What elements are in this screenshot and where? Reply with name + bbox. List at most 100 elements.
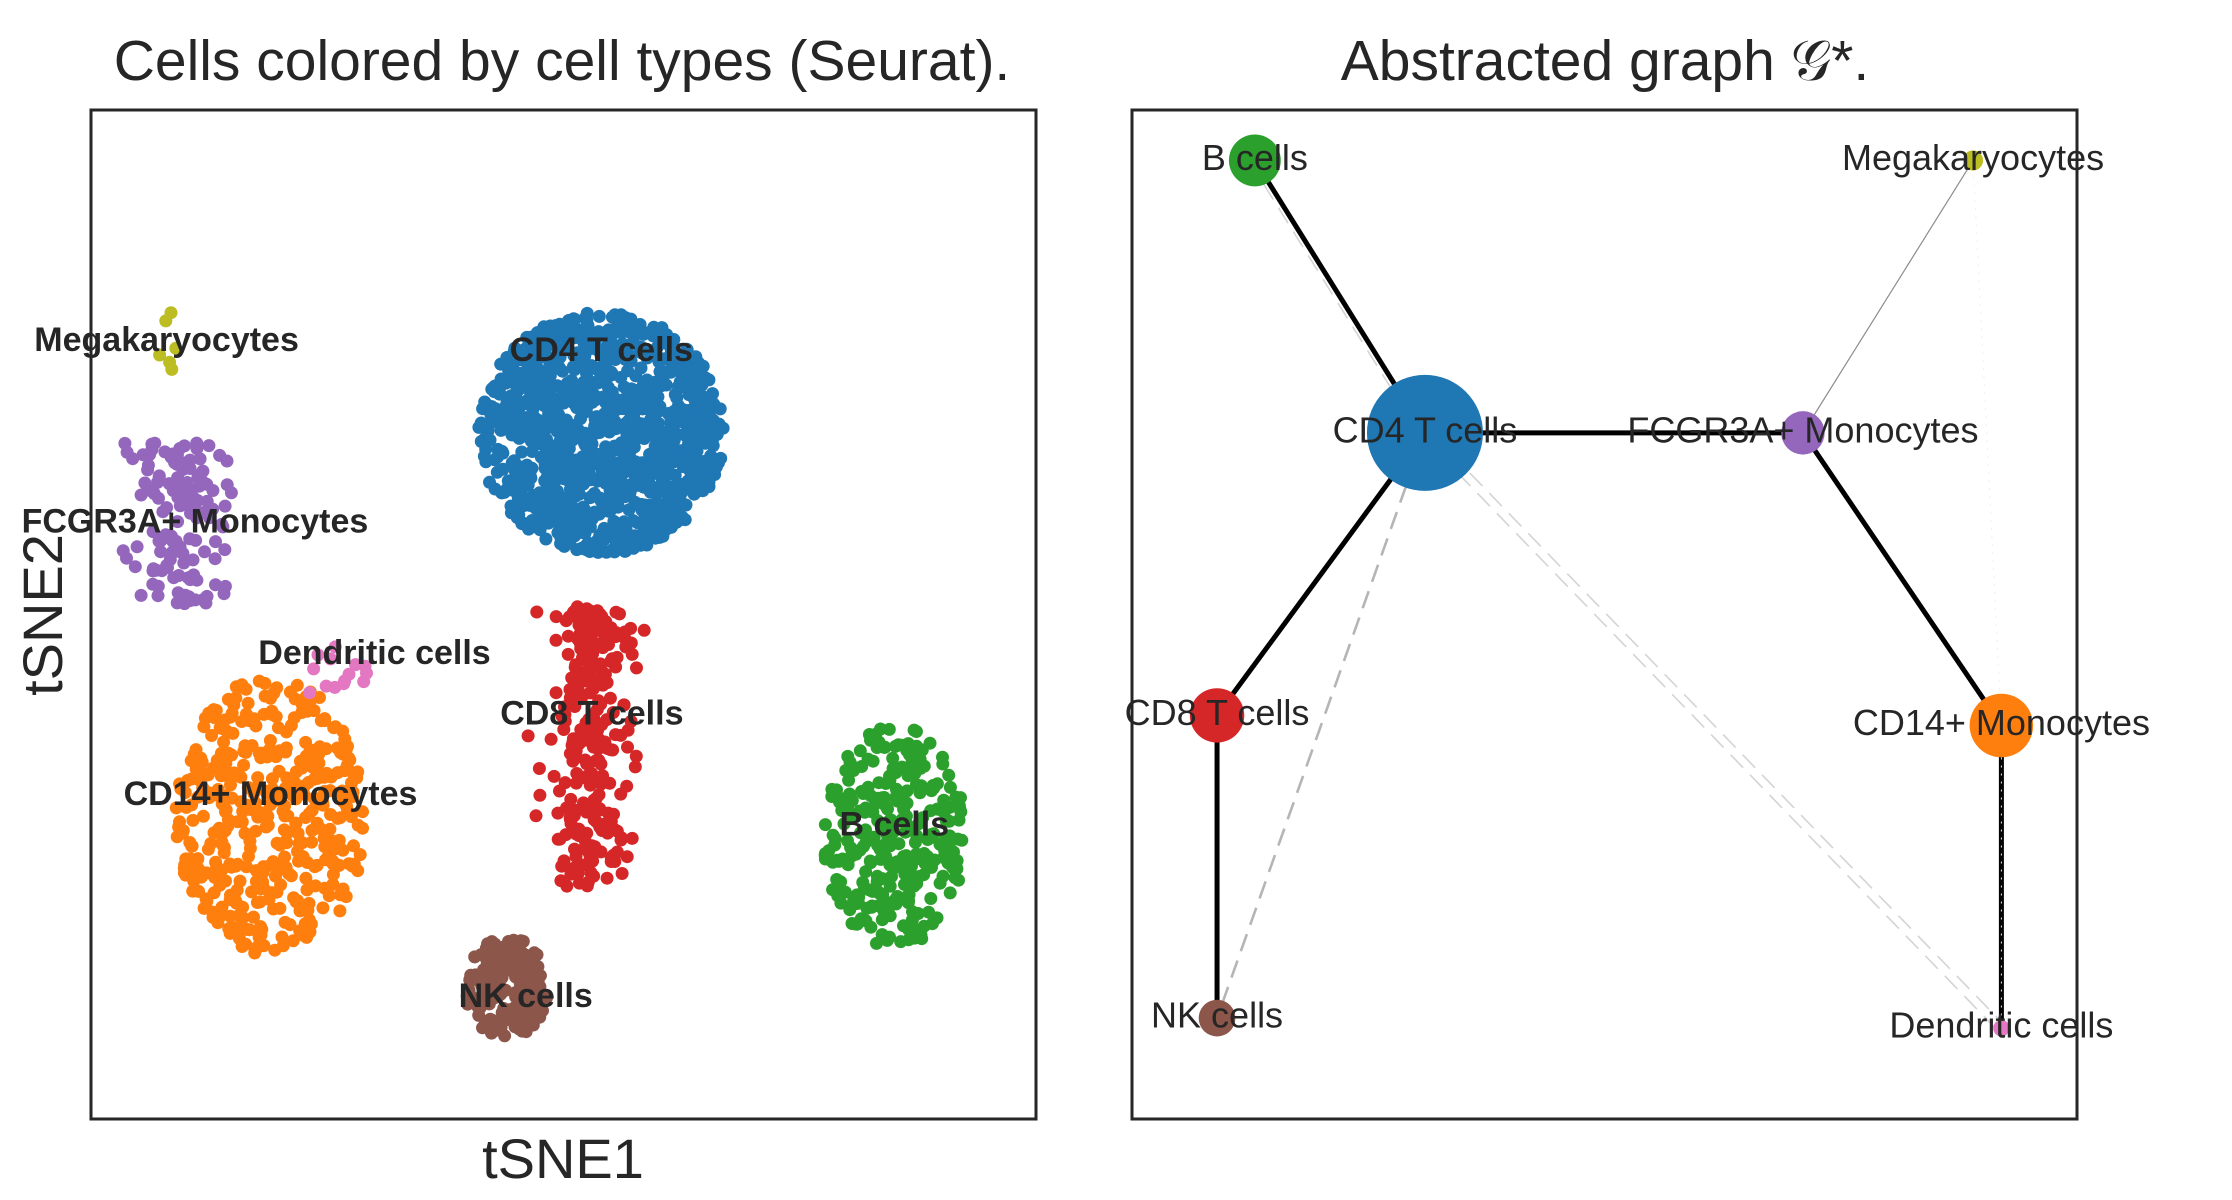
cluster-fcgr3aplus-monocytes: [116, 436, 238, 611]
cell-point: [628, 760, 642, 774]
cell-point: [568, 519, 582, 533]
cell-point: [545, 420, 559, 434]
cell-point: [224, 778, 237, 792]
cell-point: [512, 508, 526, 522]
cell-point: [591, 376, 604, 390]
cell-point: [545, 472, 559, 485]
node-fcgr3aplus-monocytes: [1781, 411, 1825, 455]
cell-point: [567, 463, 581, 477]
cell-point: [625, 424, 639, 438]
cell-point: [952, 873, 965, 887]
cell-point: [490, 412, 504, 426]
cell-point: [181, 571, 195, 585]
cell-point: [590, 410, 604, 424]
cell-point: [180, 591, 194, 605]
cell-point: [545, 462, 559, 476]
cell-point: [244, 801, 258, 815]
cell-point: [583, 651, 597, 665]
cell-point: [279, 725, 293, 739]
cell-point: [558, 714, 572, 728]
cell-point: [276, 804, 290, 818]
cell-point: [597, 533, 611, 547]
cell-point: [236, 911, 250, 925]
cell-point: [159, 314, 173, 328]
cell-point: [608, 532, 621, 546]
cell-point: [303, 925, 317, 939]
cell-point: [169, 801, 183, 815]
cell-point: [172, 820, 186, 834]
cell-point: [609, 660, 623, 674]
cell-point: [716, 421, 730, 435]
cell-point: [143, 448, 157, 462]
cell-point: [346, 790, 360, 803]
cell-point: [886, 762, 900, 775]
cell-point: [540, 324, 554, 338]
graph-plot-frame: [1130, 108, 2079, 1121]
cell-point: [324, 808, 337, 821]
cell-point: [853, 744, 867, 758]
cell-point: [953, 802, 967, 815]
cell-point: [894, 935, 908, 949]
cell-point: [163, 355, 177, 369]
cell-point: [164, 532, 178, 546]
cell-point: [223, 909, 237, 923]
cell-point: [608, 472, 622, 486]
cell-point: [870, 936, 883, 950]
cell-point: [279, 863, 293, 877]
cell-point: [619, 522, 633, 536]
cell-point: [604, 394, 618, 408]
cell-point: [695, 426, 709, 440]
cell-point: [549, 686, 563, 700]
cell-point: [242, 849, 255, 863]
cell-point: [516, 934, 530, 948]
cell-point: [311, 648, 325, 662]
cell-point: [898, 825, 912, 839]
cell-point: [248, 946, 262, 960]
cluster-label-cd14plus-monocytes: CD14+ Monocytes: [124, 775, 418, 813]
cell-point: [578, 828, 592, 842]
cell-point: [599, 357, 613, 371]
cell-point: [160, 501, 174, 515]
cell-point: [347, 839, 360, 853]
cell-point: [854, 912, 868, 926]
cell-point: [183, 852, 197, 866]
cell-point: [580, 306, 594, 320]
cell-point: [594, 614, 608, 628]
cell-point: [686, 363, 700, 377]
cell-point: [549, 610, 563, 624]
cell-point: [864, 789, 878, 803]
cell-point: [478, 395, 492, 409]
cell-point: [318, 714, 332, 728]
cell-point: [640, 326, 654, 340]
cell-point: [222, 922, 236, 936]
cell-point: [515, 488, 529, 502]
cell-point: [665, 492, 679, 506]
edge-fcgr3aplus-monocytes-to-cd14plus-monocytes: [1800, 431, 2004, 727]
cell-point: [541, 335, 555, 349]
cell-point: [553, 784, 566, 798]
cell-point: [515, 445, 529, 459]
cell-point: [652, 404, 665, 418]
cell-point: [851, 895, 865, 909]
cell-point: [908, 873, 922, 887]
cell-point: [270, 885, 284, 899]
cell-point: [489, 402, 503, 416]
cell-point: [621, 640, 635, 654]
cell-point: [544, 388, 558, 402]
cell-point: [204, 837, 218, 850]
cell-point: [169, 341, 183, 355]
cell-point: [170, 475, 184, 488]
cell-point: [629, 749, 643, 763]
cell-point: [317, 770, 331, 784]
cell-point: [615, 867, 629, 880]
cell-point: [574, 326, 588, 340]
cell-point: [483, 1012, 497, 1026]
cell-point: [170, 596, 184, 610]
cell-point: [898, 878, 911, 891]
node-nk-cells: [1198, 999, 1236, 1037]
cell-point: [147, 487, 161, 500]
cell-point: [269, 710, 283, 724]
cell-point: [196, 781, 210, 795]
cell-point: [468, 950, 482, 964]
cell-point: [342, 667, 356, 681]
